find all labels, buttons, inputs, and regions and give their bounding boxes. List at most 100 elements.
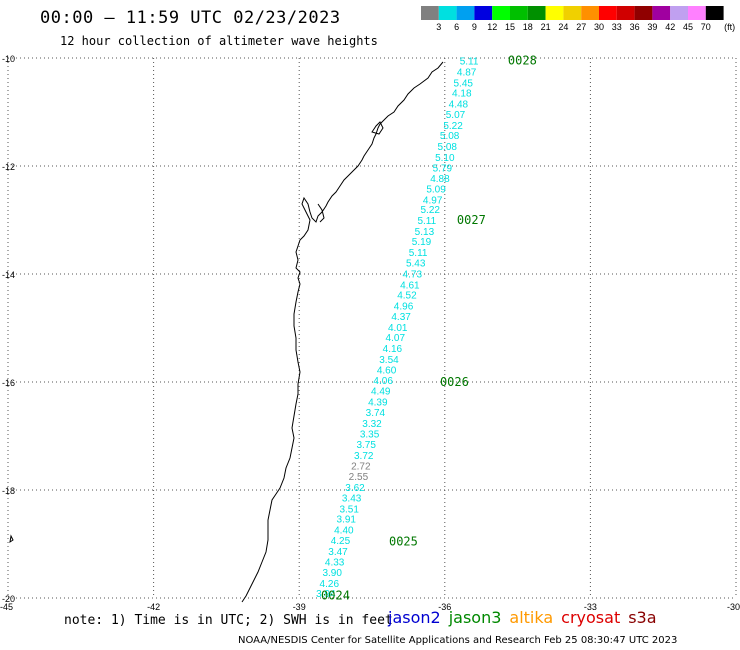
wave-height-value: 3.94 — [316, 589, 336, 600]
observations: 5.114.875.454.184.485.075.225.085.085.10… — [316, 57, 479, 600]
wave-height-value: 3.35 — [360, 429, 380, 440]
legend-label: 45 — [683, 22, 693, 32]
legend-swatch — [545, 6, 564, 20]
legend-label: 33 — [612, 22, 622, 32]
lat-tick-label: -20 — [2, 594, 15, 604]
pass-number-label: 0028 — [508, 54, 537, 68]
legend-label: 42 — [665, 22, 675, 32]
legend-label: 36 — [630, 22, 640, 32]
lon-tick-label: -45 — [0, 602, 13, 612]
legend-swatch — [688, 6, 706, 20]
wave-height-value: 4.60 — [377, 366, 397, 377]
satellite-name-cryosat: cryosat — [561, 608, 621, 627]
legend-label: 9 — [472, 22, 477, 32]
wave-height-value: 5.22 — [443, 121, 463, 132]
legend-swatch — [581, 6, 599, 20]
color-legend: 3 6 9 12 15 18 21 24 27 30 33 36 39 42 45 70 (ft) — [421, 6, 735, 32]
coastline-path — [241, 61, 444, 603]
lon-tick-label: -30 — [727, 602, 740, 612]
pass-number-label: 0024 — [321, 588, 350, 602]
wave-height-value: 4.07 — [386, 333, 406, 344]
pass-number-label: 0026 — [440, 375, 469, 389]
wave-height-value: 4.96 — [394, 301, 414, 312]
wave-height-value: 5.08 — [440, 131, 460, 142]
wave-height-value: 3.90 — [322, 568, 342, 579]
wave-height-value: 3.72 — [354, 451, 374, 462]
wave-height-value: 4.25 — [331, 536, 351, 547]
legend-label: 24 — [558, 22, 568, 32]
satellite-name-altika: altika — [509, 608, 554, 627]
island-path — [317, 203, 325, 223]
legend-label: 12 — [487, 22, 497, 32]
legend-label: 70 — [701, 22, 711, 32]
map-grid: -10 -12 -14 -16 -18 -20-45 -42 -39 -36 -33 -30 — [0, 54, 740, 612]
wave-height-value: 4.01 — [388, 323, 408, 334]
legend-label: 3 — [436, 22, 441, 32]
wave-height-value: 3.32 — [362, 419, 382, 430]
legend-swatch — [563, 6, 582, 20]
wave-height-value: 5.43 — [406, 259, 426, 270]
wave-height-value: 5.11 — [409, 248, 428, 259]
legend-swatch — [652, 6, 671, 20]
wave-height-value: 4.49 — [371, 387, 391, 398]
wave-height-value: 4.40 — [334, 525, 354, 536]
page-subtitle: 12 hour collection of altimeter wave hei… — [60, 34, 378, 48]
wave-height-value: 4.39 — [368, 397, 388, 408]
wave-height-value: 4.26 — [320, 579, 340, 590]
wave-height-value: 4.18 — [452, 89, 472, 100]
wave-height-value: 4.97 — [423, 195, 443, 206]
wave-height-value: 5.22 — [421, 205, 441, 216]
island-path — [9, 534, 14, 544]
page-title: 00:00 – 11:59 UTC 02/23/2023 — [40, 8, 341, 28]
wave-height-value: 5.19 — [412, 237, 432, 248]
lat-tick-label: -16 — [2, 378, 15, 388]
pass-number-label: 0027 — [457, 213, 486, 227]
footnote: note: 1) Time is in UTC; 2) SWH is in fe… — [64, 613, 393, 628]
island-path — [371, 121, 384, 135]
wave-height-value: 4.87 — [457, 68, 477, 79]
wave-height-value: 4.16 — [383, 344, 403, 355]
legend-swatch — [670, 6, 688, 20]
pass-number-label: 0025 — [389, 534, 418, 548]
legend-swatch — [438, 6, 457, 20]
wave-height-value: 3.54 — [379, 355, 399, 366]
wave-height-value: 3.74 — [366, 408, 386, 419]
wave-height-value: 3.43 — [342, 494, 362, 505]
lon-tick-label: -36 — [438, 602, 451, 612]
wave-height-value: 4.73 — [403, 269, 423, 280]
wave-height-value: 5.10 — [435, 153, 455, 164]
pass-labels: 0028 0027 0026 0025 0024 — [321, 54, 537, 603]
wave-height-value: 5.79 — [433, 164, 453, 175]
lat-tick-label: -14 — [2, 270, 15, 280]
legend-label: 39 — [647, 22, 657, 32]
wave-height-value: 5.13 — [415, 227, 435, 238]
wave-height-value: 4.06 — [373, 376, 393, 387]
legend-label: 30 — [594, 22, 604, 32]
satellite-legend: jason2 jason3 altika cryosat s3a — [388, 608, 665, 627]
wave-height-value: 3.75 — [356, 440, 376, 451]
wave-height-value: 3.62 — [345, 483, 365, 494]
lat-tick-label: -10 — [2, 54, 15, 64]
legend-unit: (ft) — [724, 22, 735, 32]
legend-swatch — [474, 6, 493, 20]
wave-height-value: 5.08 — [437, 142, 457, 153]
lon-tick-label: -33 — [584, 602, 597, 612]
wave-height-value: 5.11 — [417, 216, 436, 227]
wave-height-value: 3.47 — [328, 547, 348, 558]
wave-height-value: 2.55 — [349, 472, 369, 483]
legend-label: 27 — [576, 22, 586, 32]
legend-label: 15 — [505, 22, 515, 32]
wave-height-value: 3.91 — [337, 515, 357, 526]
wave-height-value: 5.11 — [460, 57, 479, 68]
wave-height-value: 4.33 — [325, 557, 345, 568]
lat-tick-label: -18 — [2, 486, 15, 496]
wave-height-value: 4.61 — [400, 280, 420, 291]
legend-swatch — [599, 6, 617, 20]
legend-swatch — [705, 6, 724, 20]
legend-label: 18 — [523, 22, 533, 32]
legend-swatch — [492, 6, 510, 20]
legend-swatch — [510, 6, 528, 20]
legend-swatch — [616, 6, 635, 20]
lon-tick-label: -39 — [293, 602, 306, 612]
